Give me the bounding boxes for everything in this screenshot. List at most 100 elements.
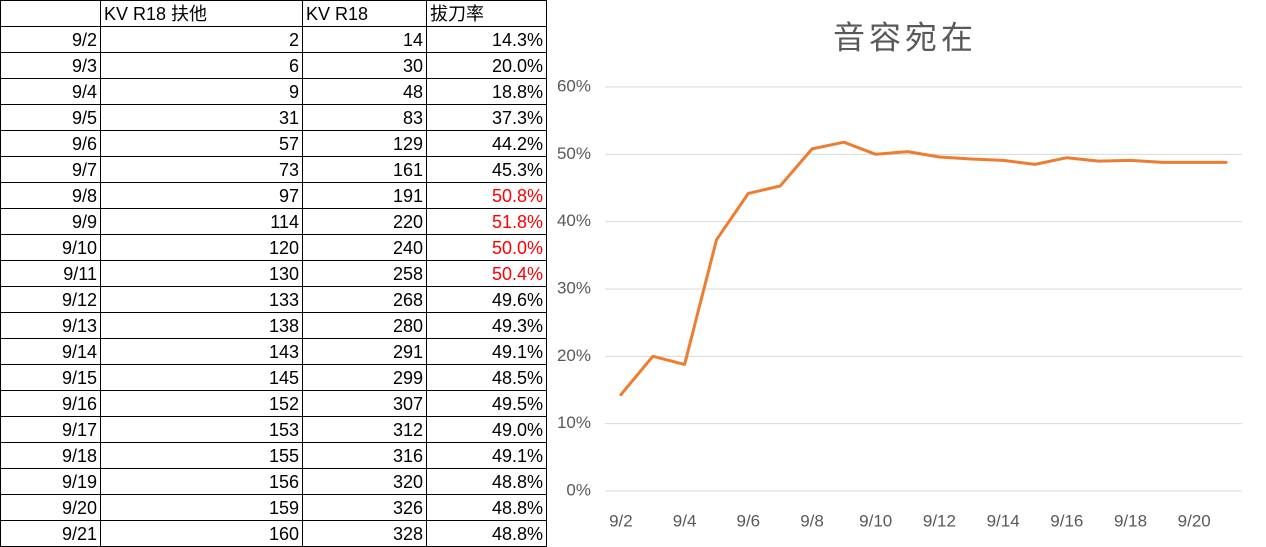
value-cell: 120 <box>100 234 303 261</box>
table-row: 9/10 120 240 50.0% <box>0 234 547 261</box>
value-cell: 307 <box>302 390 427 417</box>
date-cell: 9/9 <box>0 208 101 235</box>
spreadsheet-table: KV R18 扶他 KV R18 拔刀率 9/2 2 14 14.3% 9/3 6 30 20.0%… <box>0 0 547 547</box>
value-cell: 6 <box>100 52 303 79</box>
x-tick-label: 9/6 <box>737 511 761 530</box>
date-cell: 9/14 <box>0 338 101 365</box>
table-row: 9/4 9 48 18.8% <box>0 78 547 105</box>
value-cell: 291 <box>302 338 427 365</box>
value-cell: 49.1% <box>426 338 547 365</box>
value-cell: 30 <box>302 52 427 79</box>
x-tick-label: 9/2 <box>609 511 633 530</box>
header-cell <box>0 0 101 27</box>
value-cell: 268 <box>302 286 427 313</box>
value-cell: 320 <box>302 468 427 495</box>
value-cell: 152 <box>100 390 303 417</box>
table-row: 9/9 114 220 51.8% <box>0 208 547 235</box>
value-cell: 9 <box>100 78 303 105</box>
date-cell: 9/7 <box>0 156 101 183</box>
value-cell: 130 <box>100 260 303 287</box>
date-cell: 9/21 <box>0 520 101 547</box>
table-row: 9/16 152 307 49.5% <box>0 390 547 417</box>
value-cell: 48 <box>302 78 427 105</box>
y-tick-label: 0% <box>566 480 591 499</box>
value-cell: 240 <box>302 234 427 261</box>
x-tick-label: 9/12 <box>923 511 956 530</box>
value-cell: 159 <box>100 494 303 521</box>
value-cell: 20.0% <box>426 52 547 79</box>
value-cell: 49.5% <box>426 390 547 417</box>
table-row: 9/19 156 320 48.8% <box>0 468 547 495</box>
value-cell: 51.8% <box>426 208 547 235</box>
date-cell: 9/15 <box>0 364 101 391</box>
value-cell: 48.8% <box>426 520 547 547</box>
y-tick-label: 50% <box>557 144 591 163</box>
date-cell: 9/20 <box>0 494 101 521</box>
y-tick-label: 60% <box>557 76 591 95</box>
x-tick-label: 9/8 <box>800 511 824 530</box>
y-tick-label: 20% <box>557 346 591 365</box>
value-cell: 45.3% <box>426 156 547 183</box>
table-row: 9/20 159 326 48.8% <box>0 494 547 521</box>
date-cell: 9/3 <box>0 52 101 79</box>
header-cell: 拔刀率 <box>426 0 547 27</box>
value-cell: 312 <box>302 416 427 443</box>
value-cell: 191 <box>302 182 427 209</box>
y-tick-label: 30% <box>557 278 591 297</box>
value-cell: 49.1% <box>426 442 547 469</box>
date-cell: 9/4 <box>0 78 101 105</box>
value-cell: 2 <box>100 26 303 53</box>
data-line <box>619 140 1228 397</box>
value-cell: 316 <box>302 442 427 469</box>
table-row: 9/12 133 268 49.6% <box>0 286 547 313</box>
table-row: 9/21 160 328 48.8% <box>0 520 547 547</box>
value-cell: 31 <box>100 104 303 131</box>
x-tick-label: 9/14 <box>987 511 1020 530</box>
value-cell: 57 <box>100 130 303 157</box>
value-cell: 138 <box>100 312 303 339</box>
value-cell: 328 <box>302 520 427 547</box>
value-cell: 48.8% <box>426 468 547 495</box>
value-cell: 156 <box>100 468 303 495</box>
header-cell: KV R18 <box>302 0 427 27</box>
value-cell: 326 <box>302 494 427 521</box>
value-cell: 83 <box>302 104 427 131</box>
date-cell: 9/2 <box>0 26 101 53</box>
table-row: 9/13 138 280 49.3% <box>0 312 547 339</box>
table-row: 9/3 6 30 20.0% <box>0 52 547 79</box>
table-row: 9/2 2 14 14.3% <box>0 26 547 53</box>
table-row: 9/7 73 161 45.3% <box>0 156 547 183</box>
value-cell: 299 <box>302 364 427 391</box>
value-cell: 48.8% <box>426 494 547 521</box>
value-cell: 258 <box>302 260 427 287</box>
y-tick-label: 10% <box>557 413 591 432</box>
table-row: 9/18 155 316 49.1% <box>0 442 547 469</box>
value-cell: 44.2% <box>426 130 547 157</box>
value-cell: 97 <box>100 182 303 209</box>
table-row: 9/15 145 299 48.5% <box>0 364 547 391</box>
date-cell: 9/19 <box>0 468 101 495</box>
table-row: 9/17 153 312 49.0% <box>0 416 547 443</box>
value-cell: 50.8% <box>426 182 547 209</box>
table-row: 9/14 143 291 49.1% <box>0 338 547 365</box>
value-cell: 14 <box>302 26 427 53</box>
header-row: KV R18 扶他 KV R18 拔刀率 <box>0 0 547 27</box>
value-cell: 18.8% <box>426 78 547 105</box>
value-cell: 50.4% <box>426 260 547 287</box>
value-cell: 145 <box>100 364 303 391</box>
header-cell: KV R18 扶他 <box>100 0 303 27</box>
x-tick-label: 9/10 <box>859 511 892 530</box>
x-tick-label: 9/16 <box>1050 511 1083 530</box>
value-cell: 48.5% <box>426 364 547 391</box>
table-row: 9/5 31 83 37.3% <box>0 104 547 131</box>
date-cell: 9/11 <box>0 260 101 287</box>
x-tick-label: 9/20 <box>1178 511 1211 530</box>
value-cell: 143 <box>100 338 303 365</box>
value-cell: 49.3% <box>426 312 547 339</box>
value-cell: 220 <box>302 208 427 235</box>
x-tick-label: 9/4 <box>673 511 697 530</box>
date-cell: 9/12 <box>0 286 101 313</box>
date-cell: 9/6 <box>0 130 101 157</box>
value-cell: 129 <box>302 130 427 157</box>
value-cell: 160 <box>100 520 303 547</box>
